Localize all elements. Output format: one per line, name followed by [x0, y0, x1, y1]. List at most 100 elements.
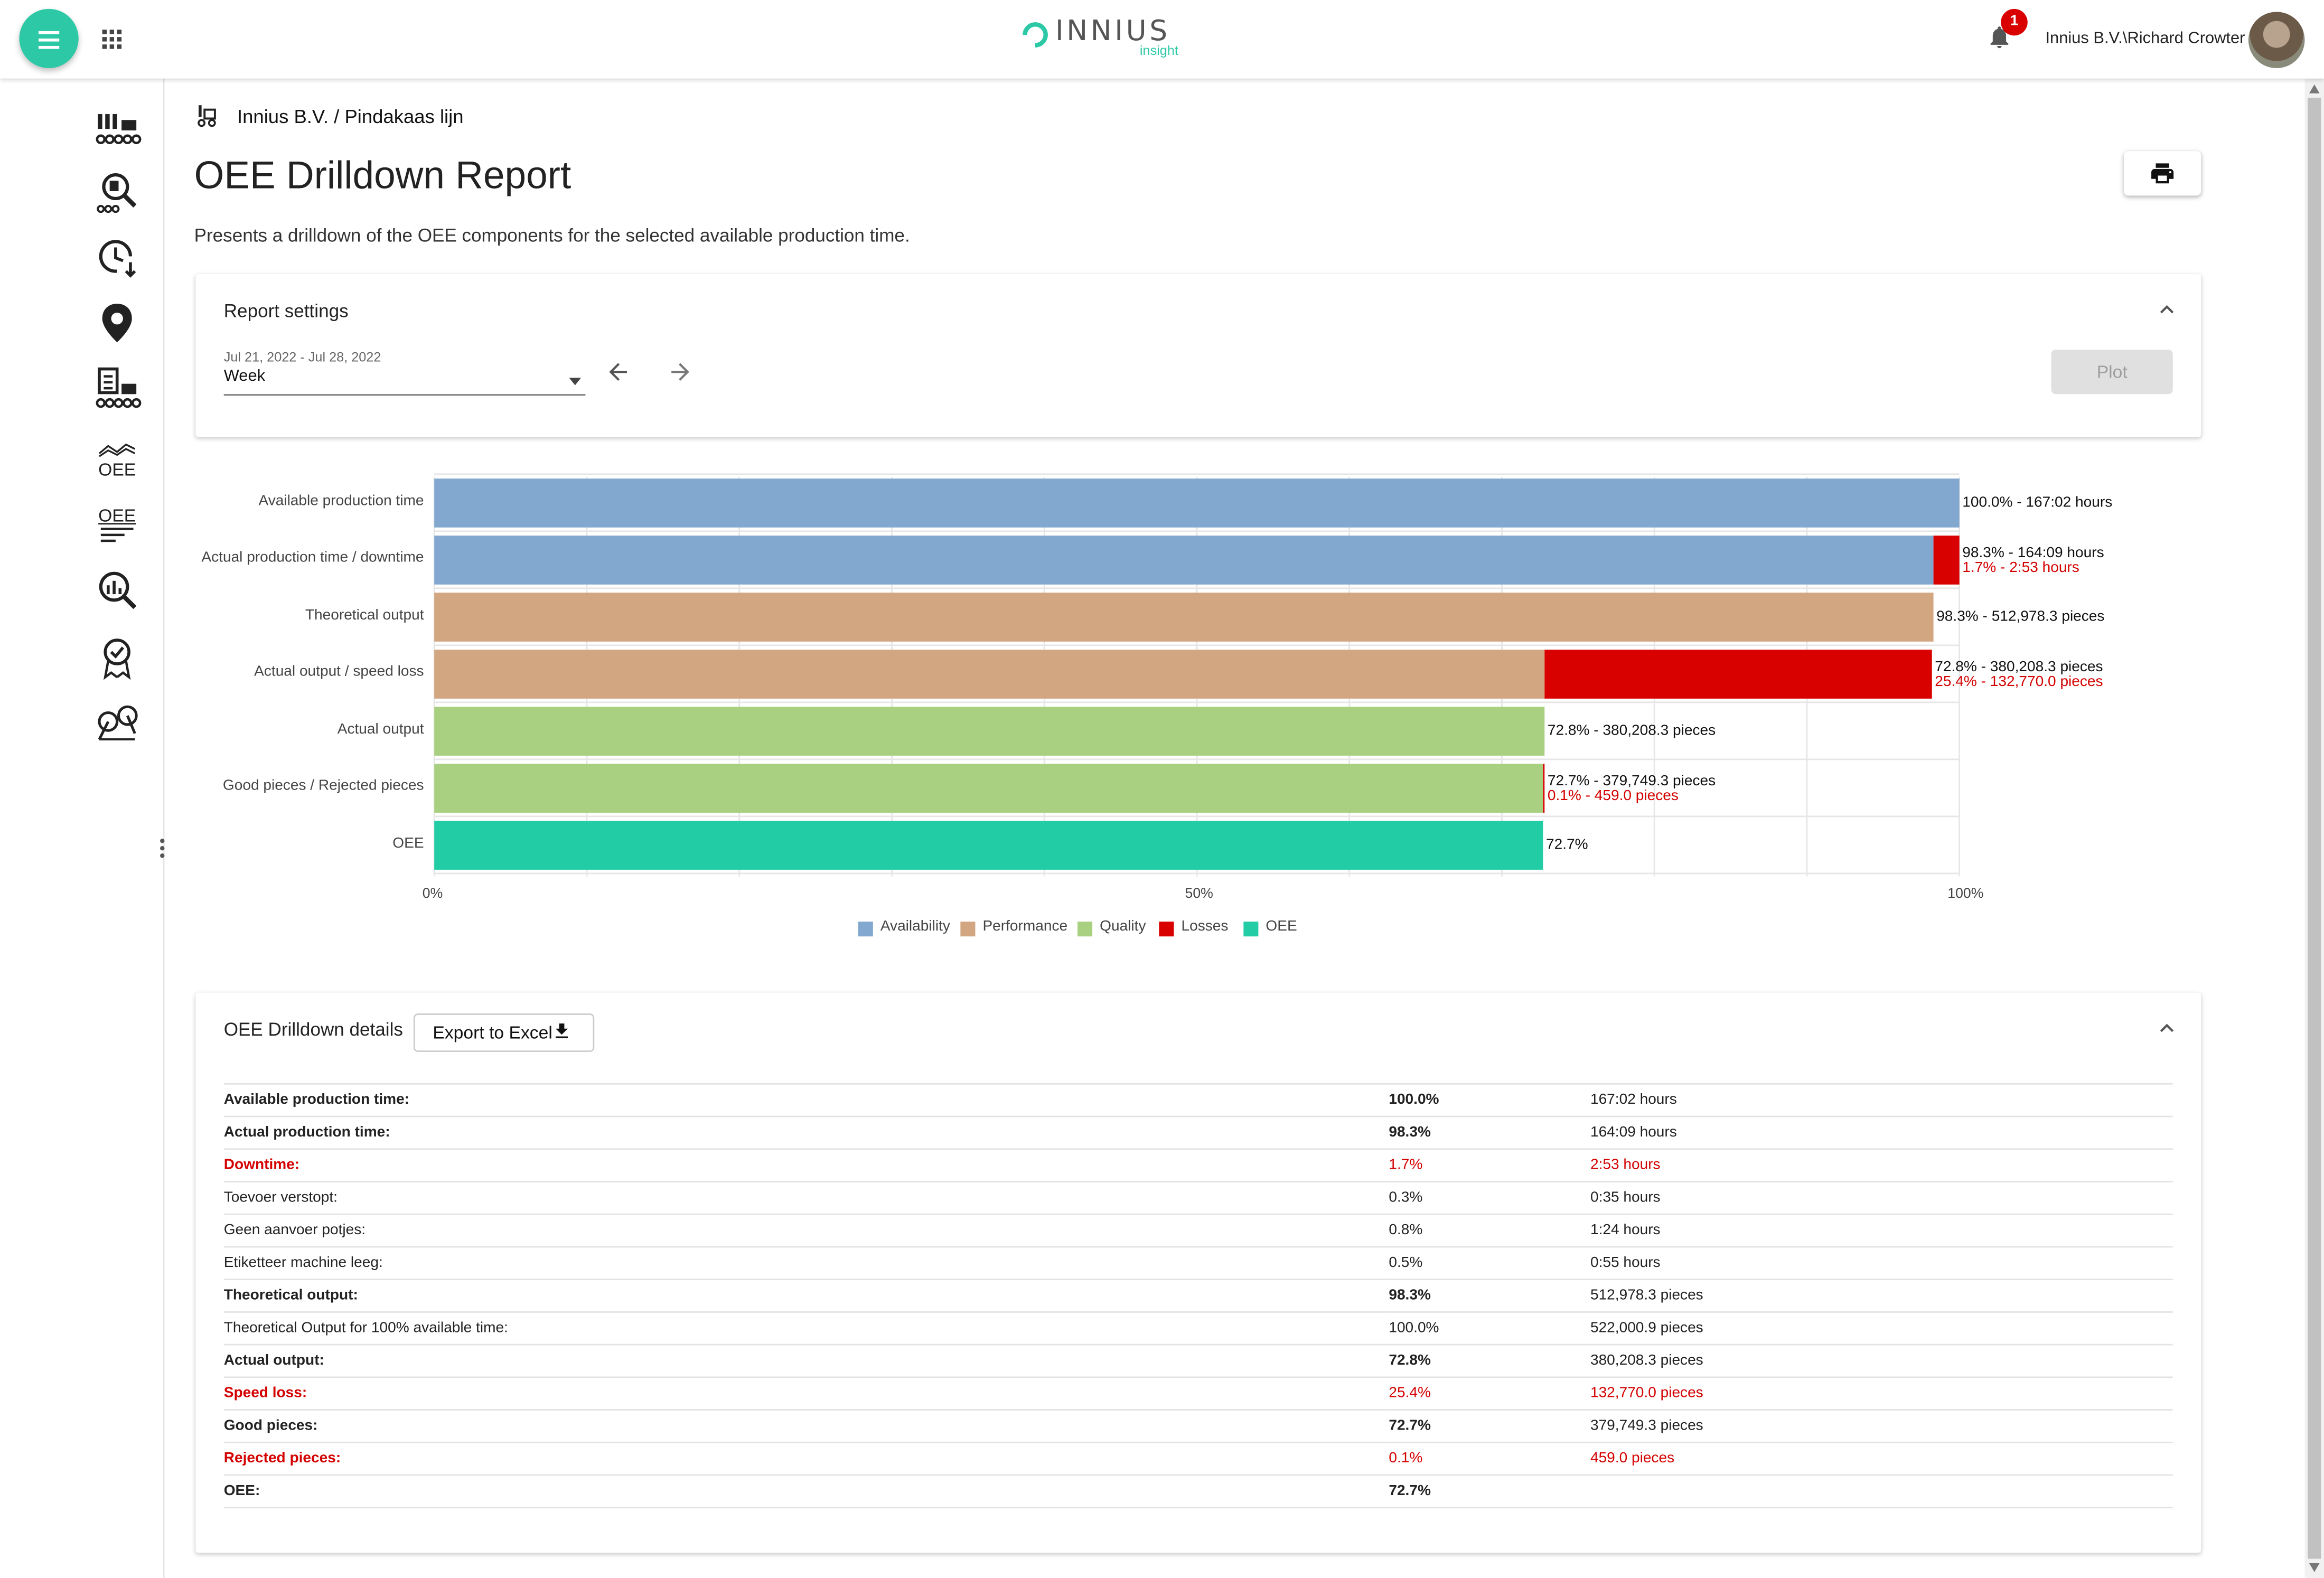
- previous-period-arrow-icon[interactable]: [605, 359, 632, 386]
- details-row-label: Theoretical Output for 100% available ti…: [223, 1311, 1389, 1345]
- bar-segment-availability[interactable]: [434, 478, 1960, 528]
- oee-report-icon[interactable]: OEE: [92, 507, 142, 551]
- oee-details-card: OEE Drilldown details Export to Excel Av…: [195, 992, 2201, 1553]
- details-row-label: Rejected pieces:: [223, 1441, 1389, 1476]
- details-row: OEE: 72.7%: [223, 1474, 2173, 1509]
- period-select-value: Week: [223, 367, 266, 386]
- bar-segment-quality[interactable]: [434, 707, 1545, 756]
- machine-search-icon[interactable]: [92, 171, 142, 215]
- bar-segment-losses[interactable]: [1543, 764, 1545, 813]
- bar-value-label: 72.7% - 379,749.3 pieces: [1547, 773, 1716, 789]
- breadcrumb[interactable]: Innius B.V. / Pindakaas lijn: [237, 105, 464, 128]
- details-row-label: Good pieces:: [223, 1409, 1389, 1443]
- export-to-excel-button[interactable]: Export to Excel: [413, 1013, 595, 1052]
- bar-segment-quality[interactable]: [434, 764, 1543, 813]
- scroll-down-arrow-icon[interactable]: [2308, 1562, 2321, 1573]
- legend-label: OEE: [1266, 918, 1297, 935]
- details-row: Actual output: 72.8% 380,208.3 pieces: [223, 1344, 2173, 1377]
- details-row-value: 512,978.3 pieces: [1590, 1279, 2173, 1312]
- history-clock-icon[interactable]: [92, 236, 142, 280]
- details-row-value: 379,749.3 pieces: [1590, 1409, 2173, 1443]
- details-row-percent: 98.3%: [1389, 1279, 1590, 1312]
- analytics-search-icon[interactable]: [92, 568, 142, 612]
- bar-segment-performance[interactable]: [434, 650, 1545, 699]
- legend-label: Performance: [982, 918, 1068, 935]
- bar-value-label: 1.7% - 2:53 hours: [1962, 559, 2079, 576]
- legend-swatch: [1159, 922, 1174, 937]
- sidebar-resize-handle[interactable]: [160, 838, 166, 862]
- x-tick-label: 50%: [1185, 886, 1213, 903]
- sidebar-item-oee-report-label: OEE: [98, 505, 136, 526]
- details-row: Theoretical output: 98.3% 512,978.3 pieces: [223, 1279, 2173, 1312]
- x-tick-label: 0%: [422, 886, 443, 903]
- top-bar: INNIUS insight 1 Innius B.V.\Richard Cro…: [0, 0, 2324, 79]
- category-label: Available production time: [258, 492, 424, 509]
- chevron-up-icon[interactable]: [2160, 302, 2175, 317]
- x-tick-label: 100%: [1947, 886, 1984, 903]
- details-row: Downtime: 1.7% 2:53 hours: [223, 1148, 2173, 1182]
- bar-value-label: 98.3% - 512,978.3 pieces: [1936, 608, 2105, 625]
- details-row-label: Available production time:: [223, 1083, 1389, 1117]
- user-avatar[interactable]: [2248, 12, 2305, 69]
- plot-button[interactable]: Plot: [2051, 350, 2173, 394]
- details-row-value: 380,208.3 pieces: [1590, 1344, 2173, 1377]
- details-row-label: Actual output:: [223, 1344, 1389, 1377]
- bar-segment-losses[interactable]: [1544, 650, 1932, 699]
- details-row-percent: 0.3%: [1389, 1181, 1590, 1215]
- factory-robot-icon: [198, 105, 216, 127]
- notifications-bell-icon[interactable]: [1986, 24, 2013, 51]
- scrollbar-thumb[interactable]: [2308, 98, 2321, 1559]
- location-pin-icon[interactable]: [92, 301, 142, 345]
- user-name[interactable]: Innius B.V.\Richard Crowter: [2045, 30, 2245, 48]
- category-label: Good pieces / Rejected pieces: [222, 777, 424, 794]
- innius-logo: INNIUS insight: [1017, 15, 1201, 62]
- details-row: Geen aanvoer potjes: 0.8% 1:24 hours: [223, 1213, 2173, 1247]
- dropdown-arrow-icon: [569, 378, 581, 386]
- bar-segment-oee[interactable]: [434, 821, 1543, 870]
- category-label: Actual production time / downtime: [201, 549, 424, 566]
- chart-plot-area: [433, 473, 1961, 877]
- details-row: Etiketteer machine leeg: 0.5% 0:55 hours: [223, 1246, 2173, 1280]
- main-menu-button[interactable]: [19, 8, 79, 69]
- print-button[interactable]: [2124, 151, 2201, 196]
- bar-value-label: 72.7%: [1546, 836, 1588, 853]
- details-row: Theoretical Output for 100% available ti…: [223, 1311, 2173, 1345]
- download-icon: [556, 1023, 568, 1038]
- legend-swatch: [960, 922, 976, 937]
- quality-award-icon[interactable]: [92, 636, 142, 680]
- legend-swatch: [858, 922, 873, 937]
- apps-grid-icon[interactable]: [102, 30, 123, 50]
- report-lines-icon: [100, 528, 134, 542]
- printer-icon: [2151, 163, 2174, 184]
- machines-icon[interactable]: [92, 108, 142, 153]
- details-row-value: 2:53 hours: [1590, 1148, 2173, 1182]
- details-row-percent: 72.8%: [1389, 1344, 1590, 1377]
- category-label: OEE: [392, 834, 424, 851]
- maintenance-icon[interactable]: [92, 701, 142, 745]
- details-row-percent: 0.1%: [1389, 1441, 1590, 1476]
- details-row-value: 1:24 hours: [1590, 1213, 2173, 1247]
- chevron-up-icon[interactable]: [2160, 1021, 2175, 1036]
- oee-trend-icon[interactable]: OEE: [92, 440, 142, 484]
- details-row-value: 522,000.9 pieces: [1590, 1311, 2173, 1345]
- details-row-percent: 1.7%: [1389, 1148, 1590, 1182]
- details-row-label: Speed loss:: [223, 1376, 1389, 1410]
- next-period-arrow-icon[interactable]: [667, 359, 694, 386]
- details-row: Rejected pieces: 0.1% 459.0 pieces: [223, 1441, 2173, 1476]
- date-range-label: Jul 21, 2022 - Jul 28, 2022: [223, 350, 381, 365]
- bar-segment-availability[interactable]: [434, 536, 1934, 585]
- details-row-value: 0:35 hours: [1590, 1181, 2173, 1215]
- details-title: OEE Drilldown details: [223, 1019, 403, 1040]
- trend-lines-icon: [98, 443, 136, 457]
- details-row-label: Actual production time:: [223, 1115, 1389, 1149]
- category-label: Theoretical output: [305, 606, 424, 623]
- report-machines-icon[interactable]: [92, 366, 142, 410]
- category-label: Actual output: [337, 720, 424, 737]
- details-row-value: [1590, 1474, 2173, 1509]
- bar-segment-losses[interactable]: [1933, 536, 1960, 585]
- logo-text: INNIUS: [1055, 15, 1170, 48]
- period-select[interactable]: Week: [223, 367, 586, 396]
- scroll-up-arrow-icon[interactable]: [2308, 83, 2321, 95]
- report-settings-title: Report settings: [223, 300, 349, 322]
- bar-segment-performance[interactable]: [434, 593, 1934, 642]
